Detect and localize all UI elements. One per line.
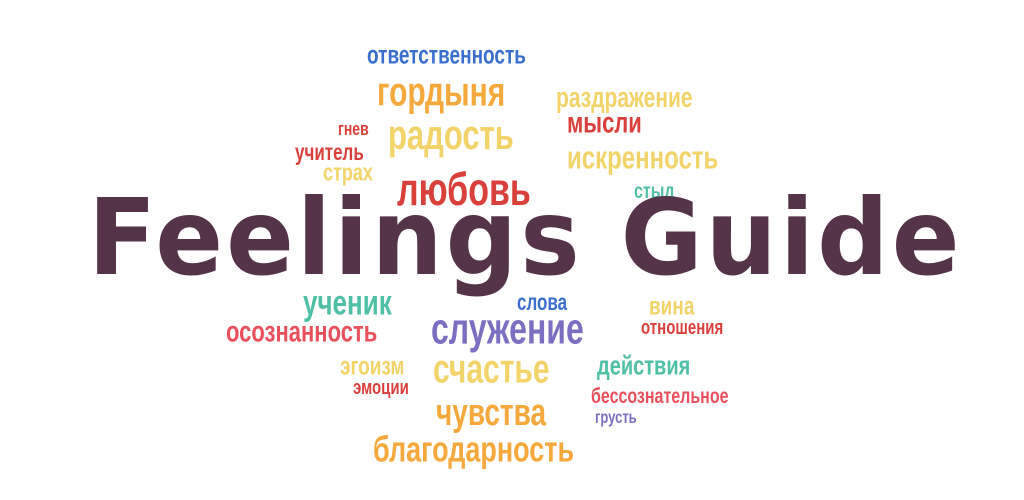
word-blagodarnost: благодарность	[373, 429, 575, 470]
word-sluzhenie: служение	[431, 304, 584, 353]
word-radost: радость	[388, 111, 514, 159]
word-gordynya: гордыня	[377, 70, 506, 115]
word-strakh: страх	[323, 158, 373, 186]
word-uchenik: ученик	[303, 282, 392, 323]
word-otvetstvennost: ответственность	[367, 41, 526, 70]
feelings-guide-title: Feelings Guide	[88, 176, 963, 300]
word-uchitel: учитель	[295, 139, 364, 166]
word-chuvstva: чувства	[436, 391, 547, 434]
word-razdrazhenie: раздражение	[556, 82, 693, 114]
word-grust: грусть	[595, 406, 637, 427]
word-mysli: мысли	[567, 105, 642, 140]
word-egoizm: эгоизм	[340, 352, 405, 381]
word-otnosheniya: отношения	[641, 316, 724, 340]
word-gnev: гнев	[338, 117, 369, 140]
word-styd: стыд	[634, 180, 675, 204]
word-emotsii: эмоции	[353, 376, 409, 400]
word-osoznannost: осознанность	[226, 314, 378, 349]
word-iskrennost: искренность	[567, 140, 719, 177]
word-deystviya: действия	[597, 351, 691, 382]
word-lyubov: любовь	[397, 164, 531, 216]
word-bessoznatelnoe: бессознательное	[591, 385, 729, 409]
word-schastye: счастье	[433, 347, 550, 392]
word-slova: слова	[517, 289, 568, 316]
word-vina: вина	[649, 292, 695, 321]
